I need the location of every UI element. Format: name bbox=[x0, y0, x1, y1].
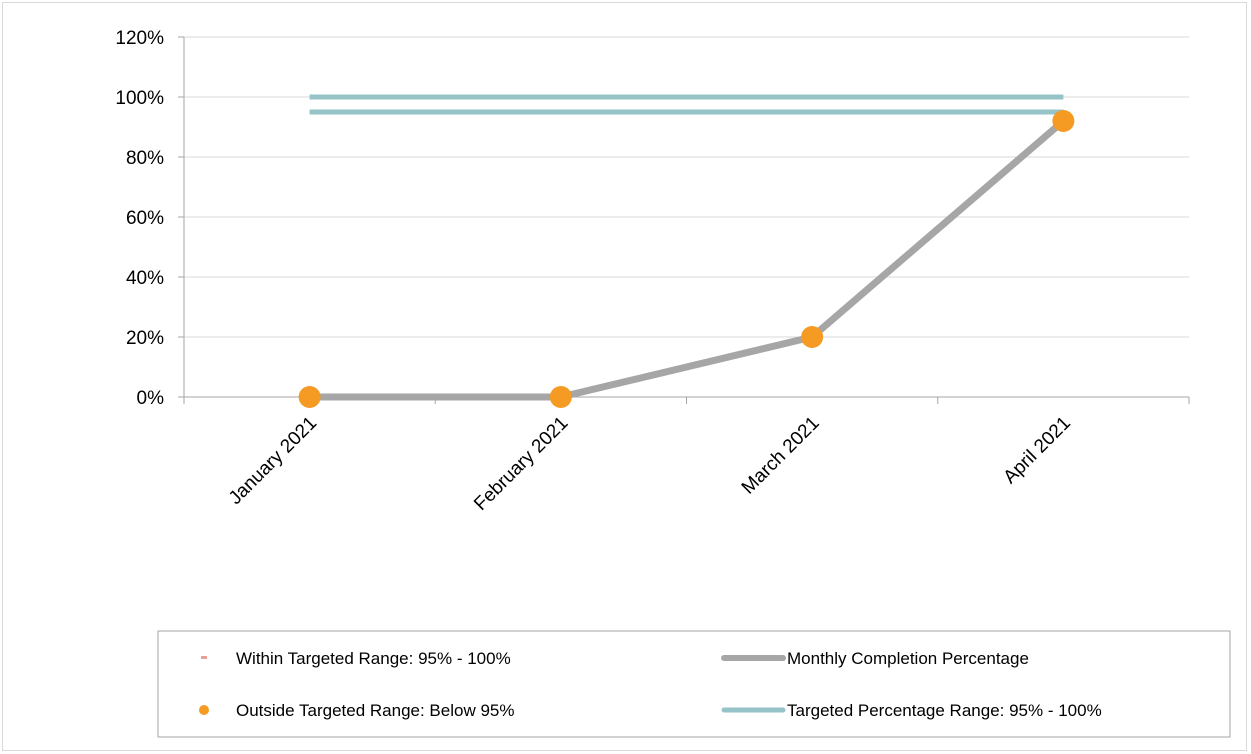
x-tick-label: January 2021 bbox=[225, 413, 321, 509]
x-tick-label: February 2021 bbox=[470, 413, 572, 515]
data-point-marker bbox=[1052, 110, 1075, 132]
y-tick-labels: 0% 20% 40% 60% 80% 100% 120% bbox=[115, 28, 164, 409]
monthly-completion-line bbox=[306, 117, 1067, 401]
y-tick-label: 80% bbox=[126, 148, 164, 169]
legend-label-target-range: Targeted Percentage Range: 95% - 100% bbox=[787, 701, 1102, 720]
y-tick-label: 40% bbox=[126, 268, 164, 289]
y-tick-label: 20% bbox=[126, 328, 164, 349]
x-tick-label: March 2021 bbox=[738, 413, 824, 499]
data-point-marker bbox=[298, 386, 321, 408]
legend-label-monthly-completion: Monthly Completion Percentage bbox=[787, 649, 1029, 668]
x-tick-labels: January 2021 February 2021 March 2021 April… bbox=[225, 413, 1075, 515]
y-tick-label: 100% bbox=[115, 88, 164, 109]
legend-box bbox=[157, 630, 1231, 738]
y-tick-label: 60% bbox=[126, 208, 164, 229]
y-tick-label: 0% bbox=[137, 388, 165, 409]
data-point-marker bbox=[801, 326, 824, 348]
x-tick-label: April 2021 bbox=[1000, 413, 1075, 488]
target-range-lines bbox=[309, 94, 1064, 115]
legend: Within Targeted Range: 95% - 100% Monthl… bbox=[157, 630, 1231, 738]
outside-range-swatch bbox=[199, 705, 209, 715]
series-markers bbox=[298, 110, 1075, 408]
legend-label-outside-range: Outside Targeted Range: Below 95% bbox=[236, 701, 514, 720]
gridlines bbox=[184, 36, 1189, 338]
legend-label-within-range: Within Targeted Range: 95% - 100% bbox=[236, 649, 511, 668]
axes bbox=[178, 36, 1190, 404]
series-lines bbox=[306, 117, 1067, 401]
data-point-marker bbox=[549, 386, 572, 408]
y-tick-label: 120% bbox=[115, 28, 164, 49]
within-range-swatch bbox=[201, 656, 207, 659]
